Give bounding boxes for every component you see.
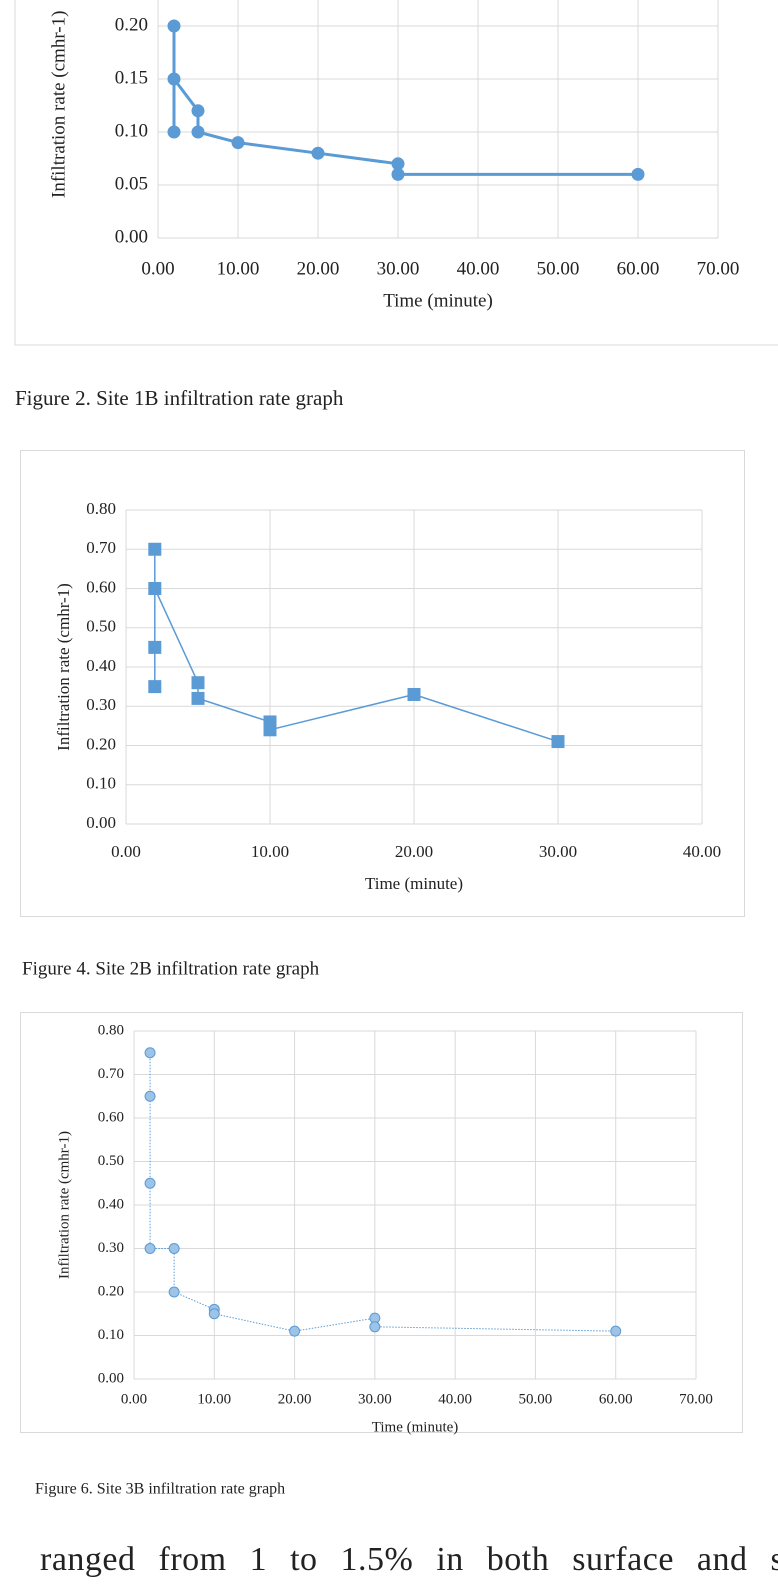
figure-caption: Figure 6. Site 3B infiltration rate grap… [35,1481,285,1498]
figure-caption: Figure 4. Site 2B infiltration rate grap… [22,958,320,979]
y-tick-label: 0.00 [86,813,116,832]
y-tick-label: 0.10 [86,774,116,793]
y-tick-label: 0.80 [86,499,116,518]
x-axis-title: Time (minute) [372,1419,459,1435]
x-tick-label: 0.00 [121,1391,147,1407]
x-tick-label: 30.00 [539,842,577,861]
x-tick-label: 40.00 [683,842,721,861]
x-axis-title: Time (minute) [383,290,493,311]
data-point [191,125,205,139]
y-tick-label: 0.60 [98,1109,124,1125]
data-line [172,26,638,176]
data-point [289,1325,301,1337]
body-text: ranged from 1 to 1.5% in both surface an… [40,1541,778,1578]
y-tick-label: 0.80 [98,1022,124,1038]
data-point [551,735,565,749]
data-point [148,640,162,654]
chart-frame [20,450,745,917]
data-point [148,582,162,595]
data-point [231,136,245,150]
y-tick-label: 0.50 [86,617,116,636]
x-tick-label: 60.00 [599,1391,633,1407]
data-point [208,1308,220,1320]
x-tick-label: 20.00 [297,258,340,279]
data-point [144,1047,156,1059]
data-point [191,676,205,690]
data-point [144,1243,156,1254]
x-tick-label: 50.00 [537,258,580,279]
chart-frame [14,0,778,346]
y-tick-label: 0.20 [86,734,116,753]
data-point [148,680,162,694]
data-point [369,1321,381,1333]
y-tick-label: 0.40 [86,656,116,675]
x-tick-label: 10.00 [197,1391,231,1407]
y-axis-title: Infiltration rate (cmhr-1) [54,583,73,751]
data-point [610,1325,622,1337]
x-axis-title: Time (minute) [365,874,463,893]
y-tick-label: 0.05 [115,173,148,194]
chart-frame [20,1012,743,1433]
x-tick-label: 70.00 [697,258,740,279]
data-point [191,104,205,118]
data-line [149,1052,616,1332]
data-point [167,125,181,139]
y-tick-label: 0.00 [115,226,148,247]
data-point [144,1177,156,1189]
x-tick-label: 10.00 [251,842,289,861]
data-point [148,542,162,556]
data-point [391,167,405,181]
y-tick-label: 0.00 [98,1370,124,1386]
data-point [191,691,205,705]
x-tick-label: 60.00 [617,258,660,279]
x-tick-label: 40.00 [438,1391,472,1407]
x-tick-label: 40.00 [457,258,500,279]
y-tick-label: 0.60 [86,577,116,596]
y-tick-label: 0.20 [115,14,148,35]
data-point [311,146,325,160]
y-tick-label: 0.30 [86,695,116,714]
x-tick-label: 50.00 [519,1391,553,1407]
data-point [168,1286,180,1298]
data-point [144,1090,156,1102]
x-tick-label: 10.00 [217,258,260,279]
y-tick-label: 0.50 [98,1153,124,1169]
x-tick-label: 20.00 [395,842,433,861]
y-tick-label: 0.20 [98,1283,124,1299]
data-point [167,72,181,86]
x-tick-label: 0.00 [111,842,141,861]
y-tick-label: 0.10 [98,1327,124,1343]
y-tick-label: 0.10 [115,120,148,141]
y-tick-label: 0.70 [86,538,116,557]
y-tick-label: 0.15 [115,67,148,88]
data-line [154,549,559,743]
y-tick-label: 0.30 [98,1240,124,1256]
data-point [168,1243,180,1254]
figure-caption: Figure 2. Site 1B infiltration rate grap… [15,386,344,410]
data-point [263,723,277,737]
x-tick-label: 20.00 [278,1391,312,1407]
x-tick-label: 30.00 [358,1391,392,1407]
x-tick-label: 70.00 [679,1391,713,1407]
data-point [631,167,645,181]
x-tick-label: 30.00 [377,258,420,279]
y-tick-label: 0.40 [98,1196,124,1212]
y-tick-label: 0.70 [98,1066,124,1082]
data-point [167,19,181,33]
y-axis-title: Infiltration rate (cmhr-1) [56,1131,72,1279]
y-axis-title: Infiltration rate (cmhr-1) [48,11,69,198]
x-tick-label: 0.00 [141,258,174,279]
data-point [407,687,421,701]
